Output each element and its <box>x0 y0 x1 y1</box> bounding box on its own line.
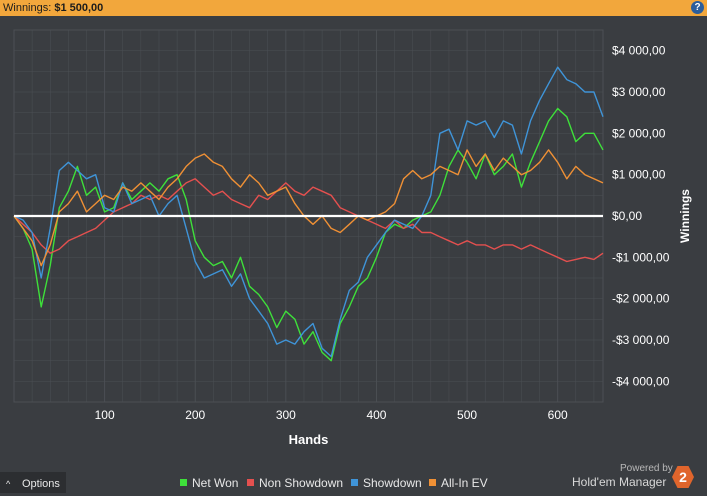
legend-item-net-won[interactable]: Net Won <box>180 476 238 490</box>
legend-item-non-showdown[interactable]: Non Showdown <box>247 476 343 490</box>
x-axis-ticks: 100 200 300 400 500 600 <box>95 408 568 422</box>
legend-swatch <box>429 479 436 486</box>
y-tick-label: $1 000,00 <box>612 168 666 182</box>
powered-by-text: Powered by <box>620 463 673 474</box>
options-label: Options <box>22 478 60 490</box>
caret-up-icon: ^ <box>6 479 11 489</box>
x-tick-label: 200 <box>185 408 205 422</box>
series-line-showdown <box>13 66 604 358</box>
legend-item-showdown[interactable]: Showdown <box>351 476 422 490</box>
product-name: Hold'em Manager <box>572 475 667 489</box>
x-tick-label: 100 <box>95 408 115 422</box>
legend-swatch <box>247 479 254 486</box>
winnings-label: Winnings: <box>3 2 52 14</box>
legend-swatch <box>180 479 187 486</box>
y-tick-label: -$3 000,00 <box>612 333 670 347</box>
chart-series <box>13 66 604 362</box>
y-axis-ticks: $4 000,00 $3 000,00 $2 000,00 $1 000,00 $0,0… <box>612 44 670 389</box>
x-tick-label: 600 <box>548 408 568 422</box>
x-axis-label: Hands <box>289 432 329 447</box>
y-tick-label: -$2 000,00 <box>612 292 670 306</box>
x-tick-label: 400 <box>366 408 386 422</box>
y-tick-label: -$1 000,00 <box>612 250 670 264</box>
y-tick-label: $0,00 <box>612 209 642 223</box>
winnings-header: Winnings: $1 500,00 ? <box>0 0 707 16</box>
legend-label: Showdown <box>363 476 422 490</box>
y-tick-label: $2 000,00 <box>612 126 666 140</box>
legend-swatch <box>351 479 358 486</box>
legend-item-all-in-ev[interactable]: All-In EV <box>429 476 488 490</box>
legend-label: Non Showdown <box>259 476 344 490</box>
y-axis-label: Winnings <box>678 189 692 243</box>
help-icon[interactable]: ? <box>691 1 704 14</box>
x-tick-label: 500 <box>457 408 477 422</box>
legend-label: All-In EV <box>441 476 488 490</box>
y-tick-label: -$4 000,00 <box>612 374 670 388</box>
winnings-value: $1 500,00 <box>54 2 104 14</box>
winnings-summary: Winnings: $1 500,00 <box>3 0 103 16</box>
y-tick-label: $3 000,00 <box>612 85 666 99</box>
series-line-all-in-ev <box>13 149 604 267</box>
options-button[interactable]: ^ Options <box>0 472 66 493</box>
winnings-chart: $4 000,00 $3 000,00 $2 000,00 $1 000,00 $0,0… <box>13 29 692 447</box>
hm2-logo-icon: 2 <box>672 466 694 488</box>
series-line-non-showdown <box>13 178 604 263</box>
legend-label: Net Won <box>192 476 239 490</box>
y-tick-label: $4 000,00 <box>612 44 666 58</box>
x-tick-label: 300 <box>276 408 296 422</box>
series-line-net-won <box>13 107 604 362</box>
